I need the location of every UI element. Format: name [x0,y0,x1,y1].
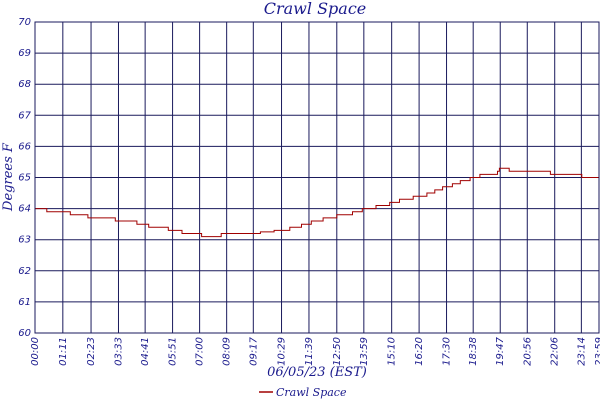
legend-label: Crawl Space [276,386,347,399]
y-tick-label: 62 [18,266,31,277]
series-layer [35,167,599,238]
x-tick-label: 04:41 [140,337,151,366]
x-tick-label: 23:59 [594,337,600,366]
x-tick-label: 16:20 [414,337,425,366]
y-tick-label: 61 [18,297,31,308]
x-tick-label: 07:00 [195,337,206,366]
y-tick-label: 66 [18,141,31,152]
x-tick-label: 02:23 [86,337,97,366]
x-tick-label: 08:09 [222,337,233,366]
y-tick-label: 65 [18,173,31,184]
series-line [35,167,599,238]
x-tick-label: 22:06 [550,337,561,366]
chart-title: Crawl Space [264,0,367,18]
x-tick-label: 01:11 [58,337,69,366]
y-tick-label: 64 [18,204,31,215]
x-tick-label: 18:38 [468,337,479,366]
x-axis-label: 06/05/23 (EST) [267,365,367,380]
x-tick-label: 05:51 [168,337,179,366]
plot-frame [34,21,600,334]
x-tick-labels: 00:00 01:11 02:23 03:33 04:41 05:51 07:00 08:09… [30,336,600,365]
y-axis-label: Degrees F [1,142,16,212]
y-tick-label: 67 [18,110,31,121]
y-tick-label: 70 [18,17,31,28]
y-tick-label: 68 [18,79,31,90]
x-tick-label: 20:56 [522,337,533,366]
x-tick-label: 09:17 [248,336,259,365]
x-tick-label: 00:00 [30,337,41,366]
y-tick-labels: 60 61 62 63 64 65 66 67 68 69 70 [18,17,31,339]
legend: Crawl Space [259,386,347,399]
x-tick-label: 10:29 [277,337,288,366]
y-tick-label: 63 [18,235,31,246]
x-tick-label: 12:50 [332,337,343,366]
x-tick-label: 23:14 [576,337,587,366]
grid [34,21,600,334]
y-tick-label: 69 [18,48,31,59]
y-tick-label: 60 [18,328,31,339]
x-tick-label: 13:59 [359,337,370,366]
x-tick-label: 19:47 [495,336,506,365]
x-tick-label: 11:39 [304,337,315,366]
x-tick-label: 17:30 [442,337,453,366]
x-tick-label: 15:10 [387,337,398,366]
x-tick-label: 03:33 [113,337,124,366]
